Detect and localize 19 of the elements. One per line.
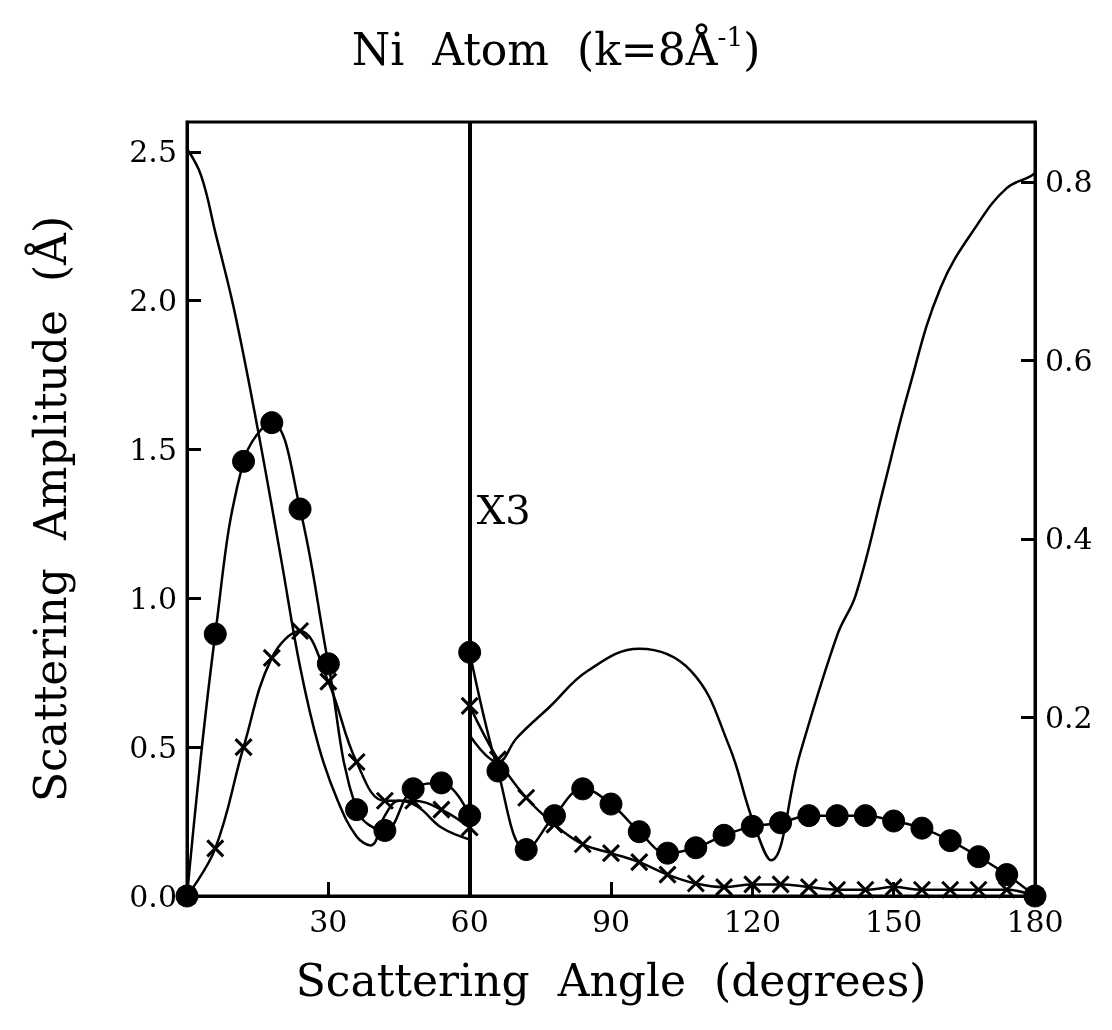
x-axis-title: Scattering Angle (degrees) (295, 954, 927, 1006)
y2-tick-label: 0.6 (1045, 342, 1093, 378)
y2-tick-label: 0.8 (1045, 164, 1093, 200)
y-tick-label: 0.0 (129, 878, 177, 914)
y-tick-label: 1.0 (129, 580, 177, 616)
x-tick-label: 180 (1006, 903, 1064, 939)
annotation: X3 (476, 486, 531, 533)
y-tick-label: 2.0 (129, 283, 177, 319)
x-tick-label: 120 (723, 903, 781, 939)
y-tick-label: 0.5 (129, 729, 177, 765)
y-tick-label: 2.5 (129, 134, 177, 170)
y-tick-label: 1.5 (129, 431, 177, 467)
x-tick-label: 60 (450, 903, 489, 939)
x-tick-label: 150 (865, 903, 923, 939)
y2-tick-label: 0.2 (1045, 699, 1093, 735)
x-tick-label: 30 (309, 903, 348, 939)
x-tick-label: 90 (591, 903, 631, 939)
y2-tick-label: 0.4 (1045, 521, 1093, 557)
y-axis-title: Scattering Amplitude (Å) (23, 215, 76, 803)
